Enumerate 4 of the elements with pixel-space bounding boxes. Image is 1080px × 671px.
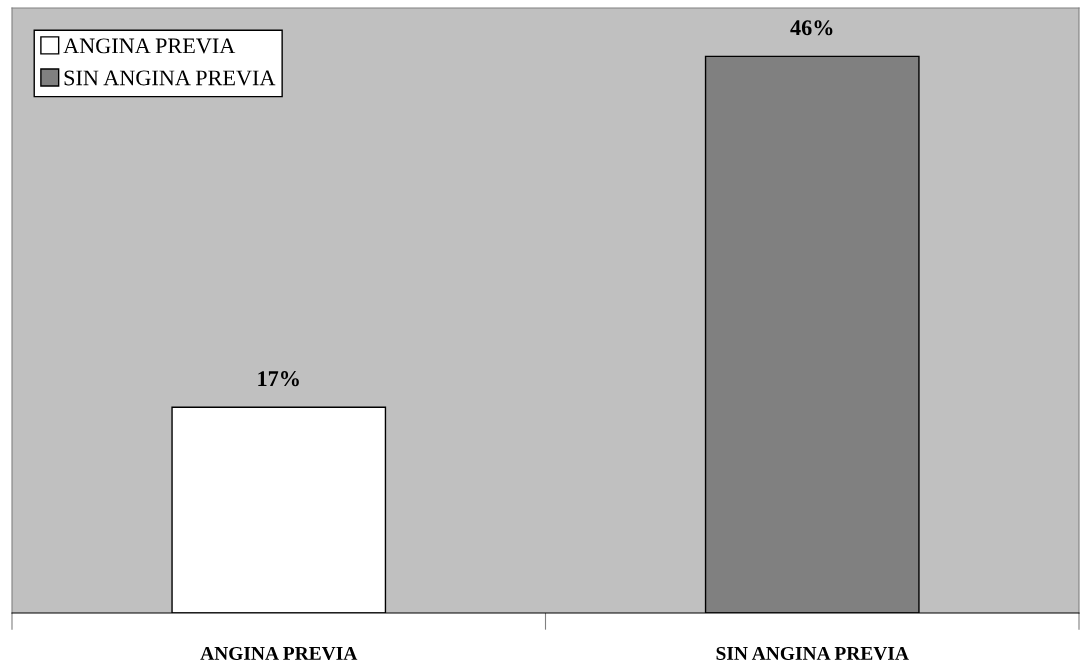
legend-label: ANGINA PREVIA <box>63 38 236 54</box>
data-label: 46% <box>790 20 833 36</box>
legend-label: SIN ANGINA PREVIA <box>64 70 276 86</box>
data-label: 17% <box>258 371 299 387</box>
